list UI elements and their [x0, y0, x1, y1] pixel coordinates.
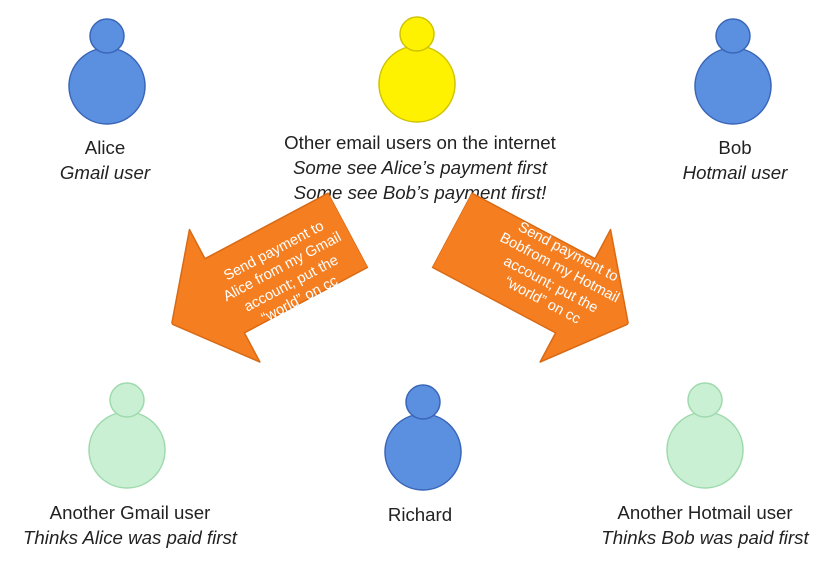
- actor-label-gmail2: Another Gmail userThinks Alice was paid …: [0, 500, 260, 550]
- actor-gmail2: [82, 382, 172, 490]
- actor-label-bob: BobHotmail user: [640, 135, 830, 185]
- actor-other: [372, 16, 462, 124]
- actor-hotmail2: [660, 382, 750, 490]
- actor-bob: [688, 18, 778, 126]
- person-icon: [82, 382, 172, 490]
- person-icon: [688, 18, 778, 126]
- actor-label-richard: Richard: [300, 502, 540, 527]
- actor-name: Another Gmail user: [0, 500, 260, 525]
- actor-sub: Gmail user: [20, 160, 190, 185]
- person-icon: [62, 18, 152, 126]
- actor-name: Other email users on the internet: [245, 130, 595, 155]
- person-icon: [372, 16, 462, 124]
- person-icon: [378, 384, 468, 492]
- actor-name: Another Hotmail user: [570, 500, 840, 525]
- actor-alice: [62, 18, 152, 126]
- actor-name: Alice: [20, 135, 190, 160]
- actor-sub: Thinks Alice was paid first: [0, 525, 260, 550]
- actor-label-hotmail2: Another Hotmail userThinks Bob was paid …: [570, 500, 840, 550]
- person-icon: [660, 382, 750, 490]
- actor-sub: Hotmail user: [640, 160, 830, 185]
- actor-name: Bob: [640, 135, 830, 160]
- actor-label-alice: AliceGmail user: [20, 135, 190, 185]
- actor-sub: Thinks Bob was paid first: [570, 525, 840, 550]
- actor-richard: [378, 384, 468, 492]
- actor-name: Richard: [300, 502, 540, 527]
- diagram-stage: AliceGmail user Other email users on the …: [0, 0, 840, 577]
